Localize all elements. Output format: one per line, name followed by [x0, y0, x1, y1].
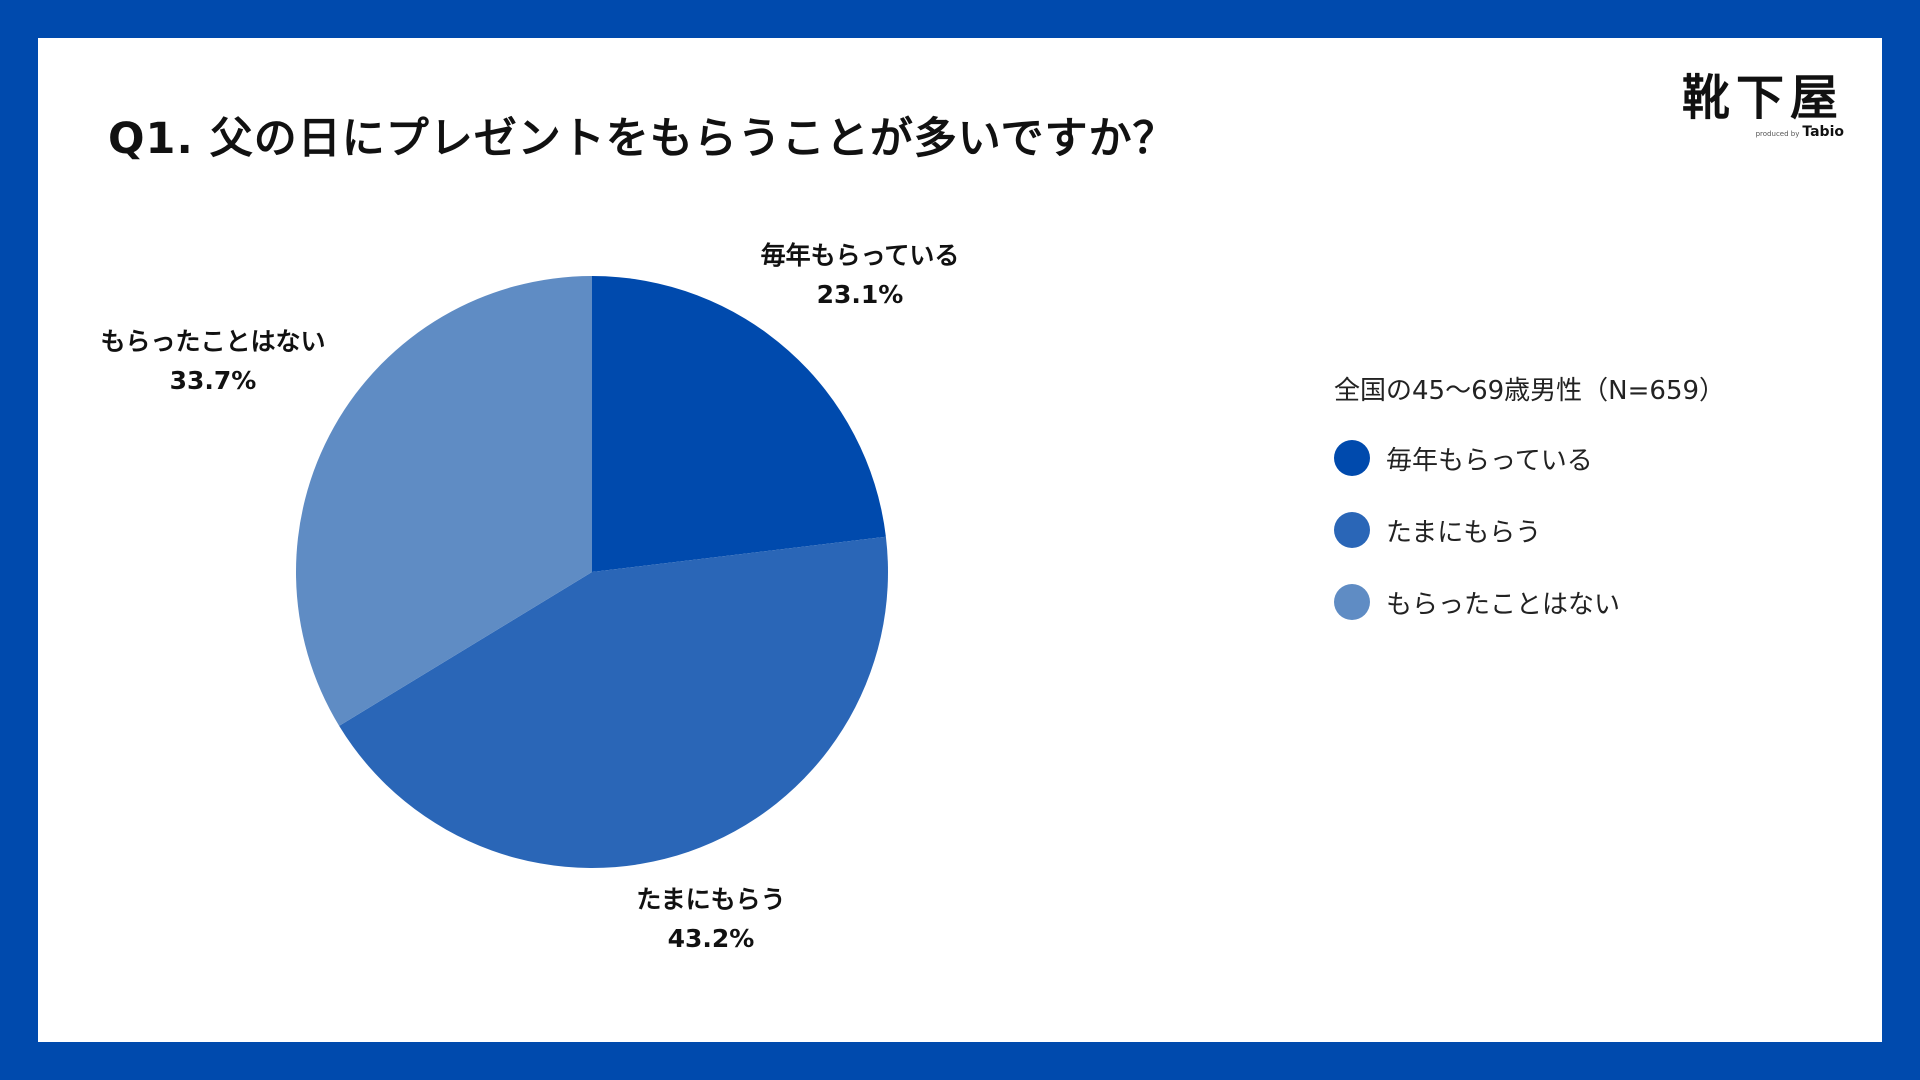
pie-slice-every-year	[592, 276, 886, 572]
logo-produced-by: produced by	[1755, 130, 1800, 138]
slice-label-every-year-value: 23.1%	[817, 280, 904, 309]
legend-dot-icon	[1334, 440, 1370, 476]
logo-text: 靴下屋	[1681, 70, 1844, 126]
legend-dot-icon	[1334, 512, 1370, 548]
legend-item-every-year: 毎年もらっている	[1334, 437, 1725, 479]
slice-label-sometimes-value: 43.2%	[668, 924, 755, 953]
logo-subtext: produced by Tabio	[1682, 124, 1844, 140]
slice-label-sometimes-category: たまにもらう	[636, 885, 785, 914]
pie-slice-sometimes	[339, 536, 888, 868]
slice-label-never-value: 33.7%	[170, 366, 257, 395]
pie-chart: 毎年もらっている 23.1% たまにもらう 43.2% もらったことはない 33.7%	[100, 241, 960, 953]
legend-item-never: もらったことはない	[1334, 581, 1725, 623]
brand-logo: 靴下屋 produced by Tabio	[1682, 74, 1844, 140]
slice-label-never-category: もらったことはない	[100, 327, 325, 356]
legend-title: 全国の45〜69歳男性（N=659）	[1334, 376, 1726, 406]
chart-card: Q1. 父の日にプレゼントをもらうことが多いですか？ 靴下屋 produced …	[38, 38, 1882, 1042]
legend-dot-icon	[1334, 584, 1370, 620]
legend-label: 毎年もらっている	[1386, 445, 1593, 476]
slice-label-every-year-category: 毎年もらっている	[761, 241, 960, 270]
page-title: Q1. 父の日にプレゼントをもらうことが多いですか？	[108, 114, 1177, 164]
pie-slice-never	[296, 276, 592, 726]
logo-brand: Tabio	[1802, 124, 1844, 140]
legend-label: たまにもらう	[1386, 517, 1542, 548]
legend-label: もらったことはない	[1386, 589, 1621, 620]
legend: 全国の45〜69歳男性（N=659） 毎年もらっている たまにもらう もらったこ…	[1334, 370, 1725, 623]
legend-item-sometimes: たまにもらう	[1334, 509, 1725, 551]
